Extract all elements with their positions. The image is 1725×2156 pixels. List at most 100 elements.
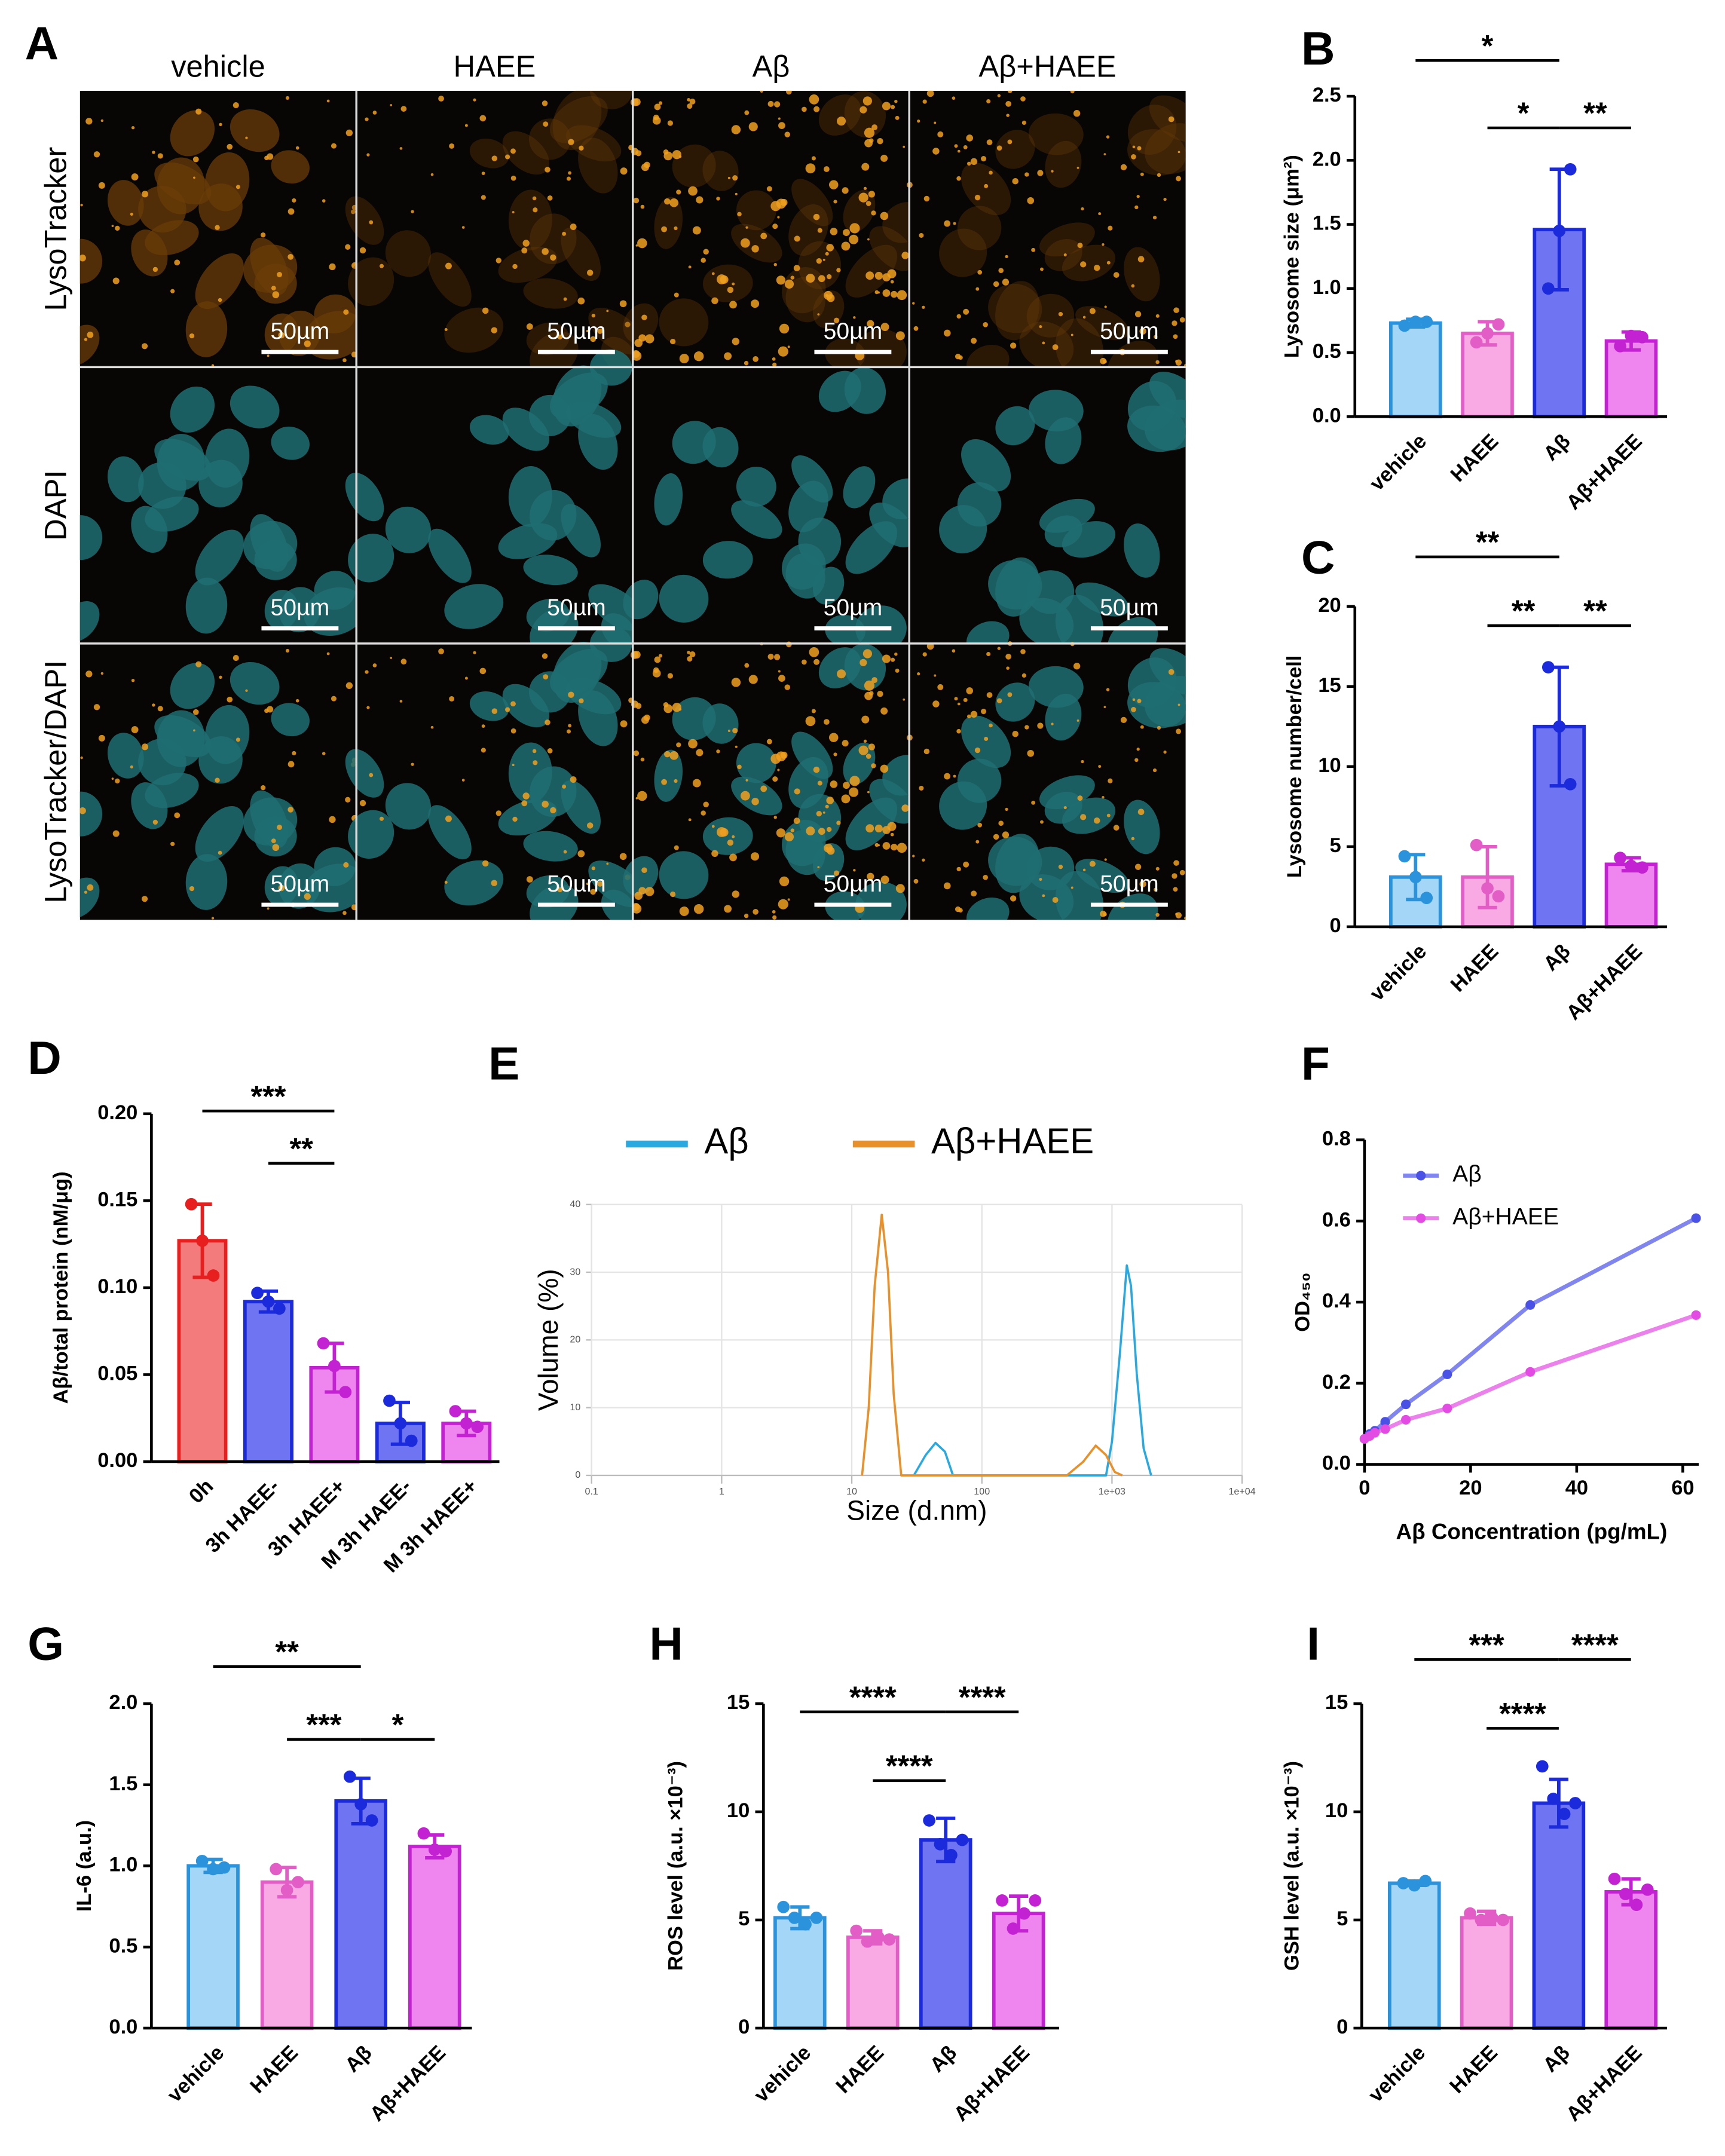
lysosome [664, 751, 671, 758]
lysosome [766, 739, 772, 745]
y-tick-label: 0.20 [97, 1101, 137, 1124]
data-point [185, 1198, 198, 1211]
nucleus [348, 534, 394, 583]
data-point [439, 1845, 452, 1858]
lysosome [817, 780, 822, 786]
nucleus [1124, 247, 1160, 302]
lysosome [658, 654, 663, 658]
lysosome [818, 828, 825, 835]
lysosome [85, 670, 93, 678]
lysosome [1137, 146, 1142, 151]
nucleus [702, 151, 739, 191]
lysosome [1063, 253, 1067, 257]
lysosome [505, 707, 510, 712]
lysosome [444, 327, 448, 331]
lysosome [115, 225, 120, 231]
nucleus [523, 555, 578, 586]
lysosome [635, 150, 642, 157]
lysosome [954, 144, 958, 148]
nucleus [825, 614, 865, 647]
x-tick-label: 1e+04 [1228, 1486, 1255, 1497]
lysosome [1154, 887, 1158, 892]
lysosome [1082, 868, 1086, 872]
lysosome [833, 200, 837, 204]
lysosome [193, 176, 195, 179]
lysosome [619, 853, 627, 860]
lysosome [954, 697, 958, 701]
lysosome [737, 764, 742, 770]
lysosome [753, 356, 758, 362]
significance-label: ** [275, 1635, 299, 1669]
data-line [913, 1264, 1152, 1477]
lysosome [189, 333, 195, 339]
lysosome [141, 191, 149, 198]
lysosome [1020, 649, 1026, 654]
lysosome [1113, 272, 1120, 278]
lysosome [934, 674, 937, 677]
lysosome [880, 154, 888, 162]
lysosome [1173, 307, 1179, 313]
column-label: HAEE [454, 49, 536, 83]
lysosome [674, 292, 679, 298]
lysosome [735, 192, 738, 195]
lysosome [786, 90, 792, 95]
lysosome [141, 896, 148, 902]
lysosome [326, 99, 330, 103]
nucleus [791, 179, 833, 226]
bar [773, 1916, 827, 2030]
data-point [417, 1827, 430, 1840]
lysosome [632, 651, 641, 659]
lysosome [963, 308, 969, 315]
lysosome [557, 334, 563, 340]
nucleus [530, 213, 577, 264]
lysosome [887, 269, 897, 278]
nucleus [79, 238, 103, 284]
lysosome [891, 843, 898, 851]
lysosome [547, 195, 553, 201]
y-tick-label: 0.15 [97, 1188, 137, 1211]
nucleus [988, 283, 1042, 333]
column-label: vehicle [171, 49, 265, 83]
lysosome [877, 691, 883, 697]
nucleus [157, 434, 205, 491]
lysosome [825, 252, 829, 256]
lysosome [727, 176, 730, 180]
lysosome [1052, 344, 1059, 350]
data-point [1542, 282, 1555, 295]
nucleus [185, 854, 228, 910]
nucleus [995, 834, 1040, 893]
lysosome [806, 274, 815, 283]
lysosome [295, 699, 299, 703]
lysosome [811, 156, 816, 161]
nucleus [589, 90, 632, 109]
scale-bar-label: 50µm [271, 871, 330, 897]
legend-marker [1416, 1213, 1426, 1223]
lysosome [641, 314, 647, 320]
column-label: Aβ+HAEE [978, 49, 1116, 83]
nucleus [1127, 129, 1186, 176]
lysosome [512, 764, 515, 767]
lysosome [773, 654, 781, 660]
lysosome [717, 827, 727, 837]
lysosome [195, 108, 202, 115]
lysosome [676, 742, 681, 748]
lysosome [1120, 164, 1127, 171]
lysosome [956, 866, 961, 872]
lysosome [737, 212, 742, 217]
lysosome [1104, 305, 1107, 308]
nucleus [526, 322, 570, 356]
lysosome [130, 212, 133, 216]
scale-bar-label: 50µm [1100, 318, 1159, 344]
data-point [460, 1417, 473, 1430]
nucleus [304, 587, 366, 636]
lysosome [701, 258, 706, 263]
lysosome [1176, 176, 1182, 182]
lysosome [986, 99, 991, 104]
nucleus [1019, 598, 1074, 647]
data-point [872, 1931, 885, 1944]
lysosome [365, 670, 369, 674]
nucleus [170, 663, 215, 709]
lysosome [400, 106, 407, 112]
lysosome [751, 852, 760, 861]
lysosome [874, 271, 883, 280]
